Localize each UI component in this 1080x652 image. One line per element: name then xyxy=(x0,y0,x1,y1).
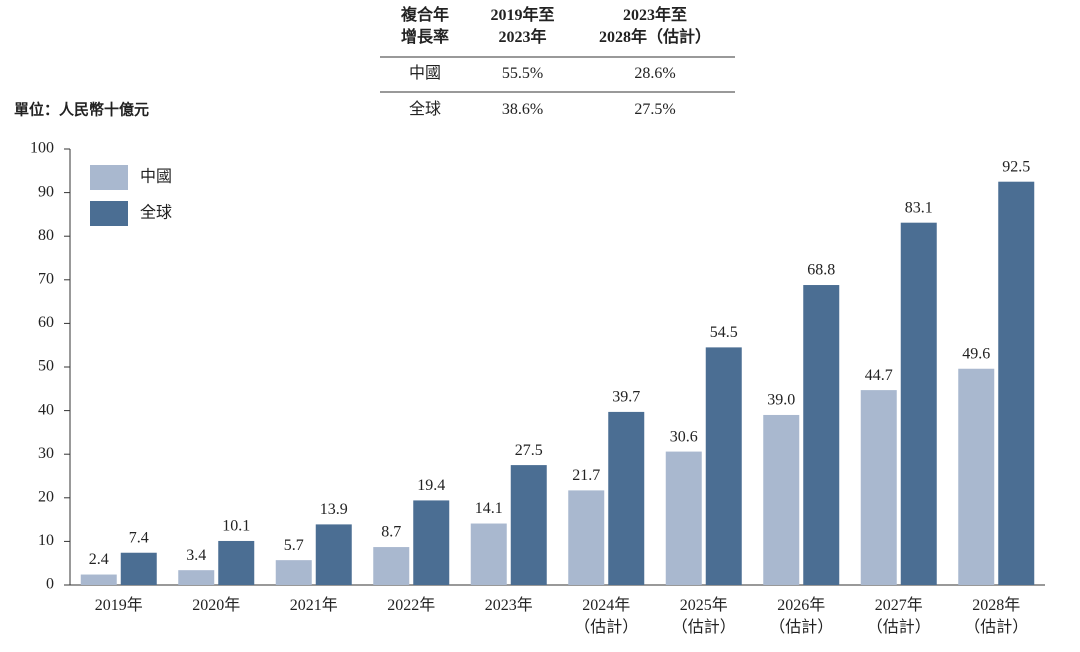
value-label: 49.6 xyxy=(962,345,990,362)
y-tick-label: 10 xyxy=(38,532,54,549)
table-header: 2023年至 2028年（估計） xyxy=(598,7,711,46)
y-tick-label: 80 xyxy=(38,227,54,244)
bar xyxy=(120,552,157,585)
bar xyxy=(413,500,450,585)
y-tick-label: 70 xyxy=(38,270,54,287)
x-tick-label: 2028年 （估計） xyxy=(964,597,1029,636)
value-label: 3.4 xyxy=(186,547,206,564)
legend-swatch xyxy=(90,165,128,190)
table-cell: 55.5% xyxy=(501,65,544,82)
y-tick-label: 30 xyxy=(38,445,54,462)
bar xyxy=(373,547,410,585)
y-tick-label: 40 xyxy=(38,401,54,418)
y-tick-label: 100 xyxy=(30,140,54,157)
bar xyxy=(510,465,547,585)
table-cell: 中國 xyxy=(408,65,441,82)
table-cell: 38.6% xyxy=(501,101,544,118)
bar xyxy=(80,574,117,585)
value-label: 39.0 xyxy=(767,392,795,409)
value-label: 2.4 xyxy=(89,551,109,568)
value-label: 13.9 xyxy=(320,501,348,518)
value-label: 27.5 xyxy=(515,442,543,459)
value-label: 83.1 xyxy=(905,199,933,216)
value-label: 10.1 xyxy=(222,518,250,535)
bar xyxy=(315,524,352,585)
x-tick-label: 2027年 （估計） xyxy=(866,597,931,636)
y-tick-label: 20 xyxy=(38,488,54,505)
table-header: 複合年 增長率 xyxy=(400,7,449,46)
bar xyxy=(803,285,840,585)
value-label: 30.6 xyxy=(670,428,698,445)
bar xyxy=(705,347,742,585)
value-label: 92.5 xyxy=(1002,158,1030,175)
table-cell: 28.6% xyxy=(634,65,676,82)
bar xyxy=(763,414,800,585)
table-cell: 全球 xyxy=(408,101,441,118)
bar xyxy=(608,411,645,585)
table-header: 2019年至 2023年 xyxy=(490,7,555,46)
y-tick-label: 90 xyxy=(38,183,54,200)
y-tick-label: 50 xyxy=(38,358,54,375)
x-tick-label: 2021年 xyxy=(289,597,338,614)
unit-label: 單位：人民幣十億元 xyxy=(14,101,149,119)
value-label: 5.7 xyxy=(284,537,304,554)
value-label: 44.7 xyxy=(865,367,893,384)
value-label: 8.7 xyxy=(381,524,401,541)
value-label: 7.4 xyxy=(129,529,149,546)
bar xyxy=(958,368,995,585)
x-tick-label: 2019年 xyxy=(94,597,143,614)
legend-label: 全球 xyxy=(140,204,172,222)
bar xyxy=(860,390,897,585)
bar xyxy=(470,523,507,585)
value-label: 39.7 xyxy=(612,389,640,406)
y-tick-label: 60 xyxy=(38,314,54,331)
bar xyxy=(998,181,1035,585)
bar xyxy=(218,540,255,585)
x-tick-label: 2026年 （估計） xyxy=(769,597,834,636)
legend-swatch xyxy=(90,201,128,226)
bar xyxy=(665,451,702,585)
value-label: 68.8 xyxy=(807,262,835,279)
bar xyxy=(568,490,605,585)
x-tick-label: 2025年 （估計） xyxy=(671,597,736,636)
value-label: 21.7 xyxy=(572,467,600,484)
value-label: 19.4 xyxy=(417,477,445,494)
bar xyxy=(900,222,937,585)
bar xyxy=(178,570,215,585)
x-tick-label: 2024年 （估計） xyxy=(574,597,639,636)
table-cell: 27.5% xyxy=(634,101,676,118)
x-tick-label: 2023年 xyxy=(484,597,533,614)
bar xyxy=(275,560,312,585)
value-label: 14.1 xyxy=(475,500,503,517)
legend-label: 中國 xyxy=(140,168,172,186)
y-tick-label: 0 xyxy=(46,576,54,593)
value-label: 54.5 xyxy=(710,324,738,341)
x-tick-label: 2020年 xyxy=(192,597,241,614)
x-tick-label: 2022年 xyxy=(387,597,436,614)
